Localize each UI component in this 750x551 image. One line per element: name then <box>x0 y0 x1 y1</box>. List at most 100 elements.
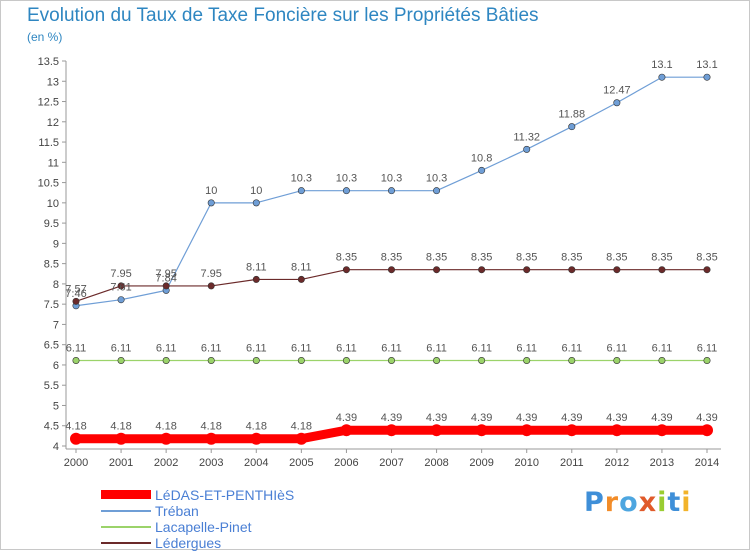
x-tick-label: 2005 <box>289 457 313 469</box>
data-point-3 <box>433 267 439 273</box>
data-label-3: 8.11 <box>246 261 267 273</box>
data-point-0 <box>115 433 127 445</box>
data-point-1 <box>704 74 710 80</box>
data-point-3 <box>388 267 394 273</box>
data-point-2 <box>524 357 530 363</box>
logo-letter: i <box>681 487 691 518</box>
legend-swatch-treban <box>101 510 151 512</box>
data-point-0 <box>205 433 217 445</box>
data-label-1: 10 <box>205 185 217 197</box>
data-point-0 <box>476 424 488 436</box>
data-point-0 <box>250 433 262 445</box>
legend-swatch-lacapelle <box>101 526 151 528</box>
data-label-2: 6.11 <box>471 342 492 354</box>
data-point-2 <box>569 357 575 363</box>
data-point-2 <box>343 357 349 363</box>
y-tick-label: 13 <box>47 76 59 88</box>
data-point-3 <box>478 267 484 273</box>
x-tick-label: 2010 <box>514 457 538 469</box>
data-label-0: 4.18 <box>110 421 131 433</box>
data-point-1 <box>433 187 439 193</box>
data-label-3: 8.35 <box>471 252 492 264</box>
y-tick-label: 13.5 <box>38 56 59 68</box>
data-point-1 <box>208 200 214 206</box>
proxiti-logo: Proxiti <box>584 487 692 518</box>
data-point-0 <box>386 424 398 436</box>
data-label-2: 6.11 <box>246 342 267 354</box>
y-tick-label: 8.5 <box>44 259 59 271</box>
data-point-3 <box>343 267 349 273</box>
logo-letter: x <box>639 487 657 518</box>
data-point-0 <box>521 424 533 436</box>
legend-item-ledergues: Lédergues <box>101 535 294 551</box>
x-tick-label: 2004 <box>244 457 268 469</box>
legend-item-ledas: LéDAS-ET-PENTHIèS <box>101 487 294 503</box>
x-tick-label: 2014 <box>695 457 719 469</box>
data-label-2: 6.11 <box>426 342 447 354</box>
data-label-1: 12.47 <box>603 85 631 97</box>
data-label-2: 6.11 <box>111 342 132 354</box>
data-point-2 <box>388 357 394 363</box>
data-label-1: 10 <box>250 185 262 197</box>
data-point-1 <box>659 74 665 80</box>
data-label-3: 8.35 <box>516 252 537 264</box>
data-point-2 <box>298 357 304 363</box>
data-label-2: 6.11 <box>156 342 177 354</box>
legend-label-ledas: LéDAS-ET-PENTHIèS <box>155 487 294 503</box>
data-label-0: 4.39 <box>606 412 627 424</box>
data-label-3: 7.95 <box>110 268 131 280</box>
data-point-2 <box>614 357 620 363</box>
legend-label-ledergues: Lédergues <box>155 535 221 551</box>
data-point-3 <box>298 276 304 282</box>
data-label-1: 13.1 <box>696 59 717 71</box>
data-point-3 <box>614 267 620 273</box>
line-chart: 44.555.566.577.588.599.51010.51111.51212… <box>1 1 749 549</box>
data-label-1: 11.32 <box>513 131 540 143</box>
data-point-1 <box>524 146 530 152</box>
data-label-1: 10.3 <box>381 173 402 185</box>
data-label-2: 6.11 <box>201 342 222 354</box>
data-label-0: 4.39 <box>381 412 402 424</box>
data-label-3: 7.57 <box>65 283 86 295</box>
logo-letter: o <box>619 487 639 518</box>
legend-item-lacapelle: Lacapelle-Pinet <box>101 519 294 535</box>
data-label-3: 8.35 <box>561 252 582 264</box>
data-point-0 <box>656 424 668 436</box>
chart-frame: Evolution du Taux de Taxe Foncière sur l… <box>0 0 750 550</box>
logo-letter: P <box>584 487 605 518</box>
data-point-1 <box>478 167 484 173</box>
y-tick-label: 9 <box>53 238 59 250</box>
logo-letter: t <box>667 487 681 518</box>
x-tick-label: 2000 <box>64 457 88 469</box>
x-tick-label: 2013 <box>650 457 674 469</box>
y-tick-label: 5 <box>53 400 59 412</box>
data-point-2 <box>208 357 214 363</box>
legend-swatch-ledas <box>101 490 151 499</box>
y-tick-label: 10 <box>47 198 59 210</box>
data-label-0: 4.18 <box>291 421 312 433</box>
data-label-3: 8.11 <box>291 261 312 273</box>
legend-swatch-ledergues <box>101 542 151 544</box>
data-point-0 <box>160 433 172 445</box>
data-label-0: 4.39 <box>426 412 447 424</box>
data-point-1 <box>388 187 394 193</box>
x-tick-label: 2001 <box>109 457 133 469</box>
data-point-2 <box>478 357 484 363</box>
data-point-1 <box>298 187 304 193</box>
y-tick-label: 7.5 <box>44 299 59 311</box>
data-label-1: 10.8 <box>471 152 492 164</box>
data-point-2 <box>659 357 665 363</box>
data-label-0: 4.39 <box>561 412 582 424</box>
data-label-3: 8.35 <box>381 252 402 264</box>
x-tick-label: 2008 <box>424 457 448 469</box>
y-tick-label: 9.5 <box>44 218 59 230</box>
data-point-3 <box>659 267 665 273</box>
data-label-2: 6.11 <box>381 342 402 354</box>
data-label-2: 6.11 <box>66 342 87 354</box>
data-point-3 <box>524 267 530 273</box>
data-label-2: 6.11 <box>607 342 628 354</box>
data-label-3: 8.35 <box>336 252 357 264</box>
data-point-2 <box>704 357 710 363</box>
y-tick-label: 6.5 <box>44 340 59 352</box>
data-label-0: 4.18 <box>155 421 176 433</box>
